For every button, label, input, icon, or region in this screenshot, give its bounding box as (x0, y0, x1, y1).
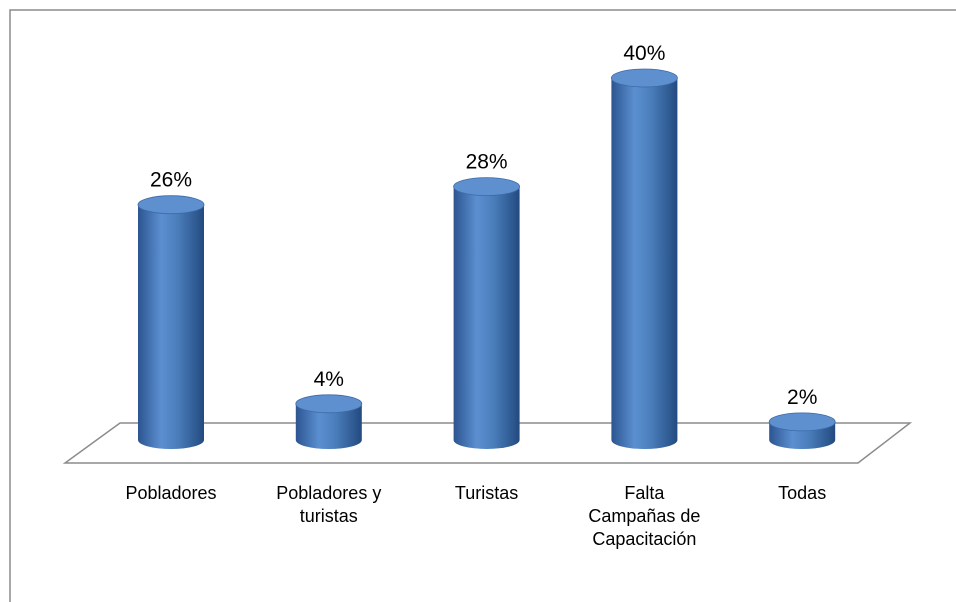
bar (137, 195, 205, 449)
bar-body (138, 204, 204, 449)
bar-body (611, 78, 678, 449)
x-tick-label: Todas (778, 483, 827, 503)
bar (611, 68, 678, 449)
bar-top (768, 412, 836, 432)
data-label: 4% (314, 368, 344, 391)
bar (453, 177, 521, 449)
data-label: 26% (150, 169, 192, 192)
data-label: 28% (466, 151, 508, 174)
bar-body (295, 403, 362, 449)
x-tick-label: Pobladores y turistas (276, 483, 382, 526)
chart-frame (9, 9, 956, 602)
x-tick-label: Turistas (454, 483, 519, 503)
bar-top (137, 195, 205, 215)
data-label: 40% (623, 42, 665, 65)
data-label: 2% (787, 386, 817, 409)
bar-top (295, 394, 363, 414)
bar-top (611, 68, 678, 88)
x-tick-label: Falta Campañas de Capacitación (588, 483, 701, 549)
bar-top (453, 177, 521, 197)
bar (768, 412, 836, 449)
x-tick-label: Pobladores (125, 483, 217, 503)
bar-body (453, 186, 520, 449)
bar (295, 394, 363, 449)
